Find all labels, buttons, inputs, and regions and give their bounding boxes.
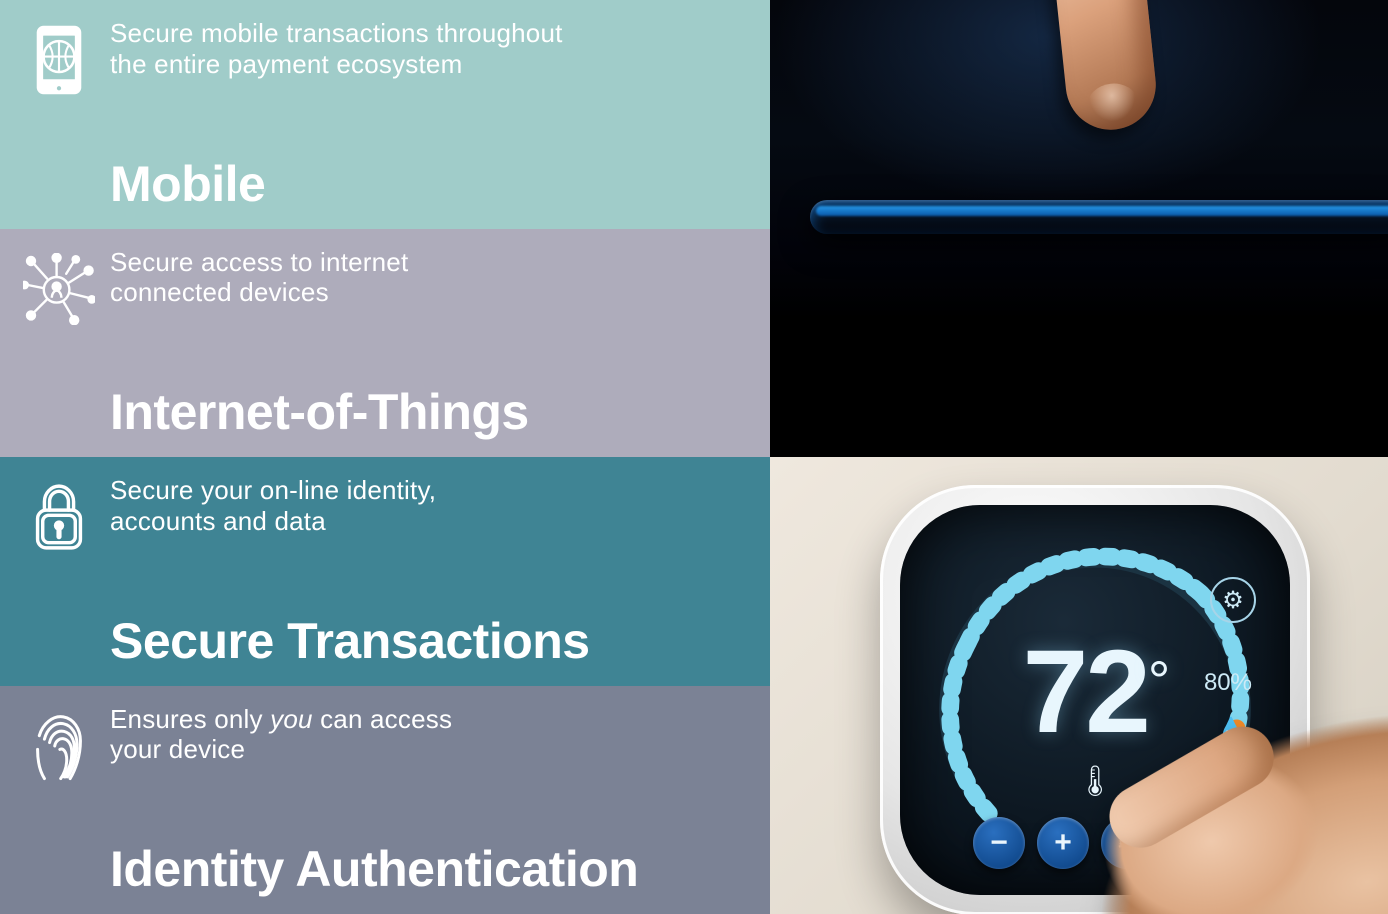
minus-button[interactable]: −	[973, 817, 1025, 869]
feature-row-identity: Ensures only you can accessyour device I…	[0, 686, 770, 914]
thermostat-image: ⚙ 72° 80% 💧 🌡 − + ❄ ☀	[770, 457, 1388, 914]
secure-lock-icon	[14, 475, 104, 672]
feature-desc: Secure access to internetconnected devic…	[110, 247, 750, 308]
image-column: ⚙ 72° 80% 💧 🌡 − + ❄ ☀	[770, 0, 1388, 914]
iot-network-icon	[14, 247, 104, 444]
phone-finger-image	[770, 0, 1388, 457]
feature-desc: Ensures only you can accessyour device	[110, 704, 750, 765]
feature-row-iot: Secure access to internetconnected devic…	[0, 229, 770, 458]
feature-list: Secure mobile transactions throughoutthe…	[0, 0, 770, 914]
phone-graphic	[810, 200, 1388, 234]
feature-desc: Secure mobile transactions throughoutthe…	[110, 18, 750, 79]
feature-title: Mobile	[110, 159, 750, 215]
feature-title: Internet-of-Things	[110, 387, 750, 443]
fingerprint-icon	[14, 704, 104, 901]
feature-title: Secure Transactions	[110, 616, 750, 672]
mobile-globe-icon	[14, 18, 104, 215]
feature-row-mobile: Secure mobile transactions throughoutthe…	[0, 0, 770, 229]
feature-title: Identity Authentication	[110, 844, 750, 900]
feature-desc: Secure your on-line identity,accounts an…	[110, 475, 750, 536]
feature-row-secure: Secure your on-line identity,accounts an…	[0, 457, 770, 686]
settings-gear-icon[interactable]: ⚙	[1210, 577, 1256, 623]
humidity-reading: 80%	[1204, 669, 1252, 697]
